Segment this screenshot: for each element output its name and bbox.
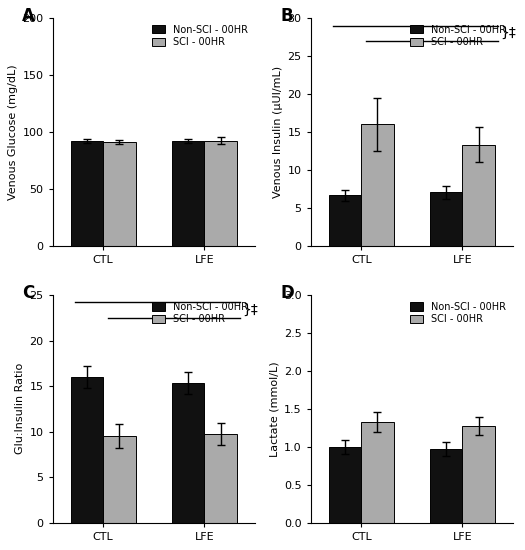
Bar	[361, 124, 394, 245]
Bar	[430, 192, 463, 245]
Bar	[103, 436, 135, 522]
Bar	[71, 141, 103, 245]
Y-axis label: Lactate (mmol/L): Lactate (mmol/L)	[270, 361, 280, 456]
Bar	[103, 142, 135, 245]
Text: A: A	[23, 7, 35, 25]
Text: D: D	[280, 284, 294, 301]
Bar	[430, 449, 463, 522]
Bar	[204, 434, 237, 522]
Text: C: C	[23, 284, 35, 301]
Bar	[463, 426, 495, 522]
Legend: Non-SCI - 00HR, SCI - 00HR: Non-SCI - 00HR, SCI - 00HR	[150, 23, 250, 49]
Y-axis label: Venous Glucose (mg/dL): Venous Glucose (mg/dL)	[8, 64, 18, 200]
Text: }‡: }‡	[242, 303, 257, 317]
Bar	[329, 195, 361, 245]
Bar	[329, 447, 361, 522]
Bar	[172, 383, 204, 522]
Bar	[361, 422, 394, 522]
Text: B: B	[280, 7, 293, 25]
Bar	[71, 377, 103, 522]
Bar	[204, 141, 237, 245]
Legend: Non-SCI - 00HR, SCI - 00HR: Non-SCI - 00HR, SCI - 00HR	[150, 300, 250, 326]
Legend: Non-SCI - 00HR, SCI - 00HR: Non-SCI - 00HR, SCI - 00HR	[408, 23, 508, 49]
Legend: Non-SCI - 00HR, SCI - 00HR: Non-SCI - 00HR, SCI - 00HR	[408, 300, 508, 326]
Bar	[172, 141, 204, 245]
Bar	[463, 145, 495, 245]
Y-axis label: Glu:Insulin Ratio: Glu:Insulin Ratio	[15, 363, 25, 454]
Text: }‡: }‡	[500, 26, 516, 40]
Y-axis label: Venous Insulin (μUI/mL): Venous Insulin (μUI/mL)	[274, 65, 284, 198]
